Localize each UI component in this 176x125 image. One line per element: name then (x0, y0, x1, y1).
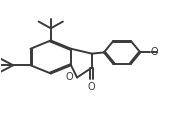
Text: O: O (65, 72, 73, 83)
Text: O: O (150, 47, 158, 57)
Text: O: O (88, 82, 96, 92)
